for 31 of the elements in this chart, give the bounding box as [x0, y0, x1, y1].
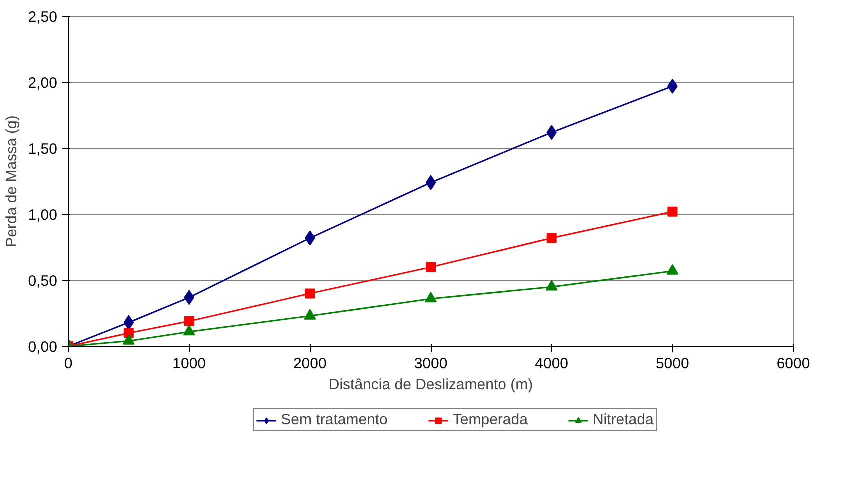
point [305, 288, 316, 299]
x-tick-label: 2000 [293, 356, 327, 372]
point [546, 233, 557, 244]
legend-label: Sem tratamento [281, 412, 388, 428]
x-tick-label: 4000 [535, 356, 569, 372]
x-tick-label: 0 [64, 356, 73, 372]
x-axis-title: Distância de Deslizamento (m) [328, 376, 534, 394]
point [666, 264, 679, 275]
point [184, 316, 194, 326]
y-tick-label: 0,00 [28, 339, 58, 356]
point [124, 315, 134, 330]
y-tick-label: 2,50 [28, 9, 58, 26]
x-tick-label: 6000 [776, 356, 810, 372]
legend-label: Temperada [452, 412, 528, 428]
y-axis-title: Perda de Massa (g) [3, 116, 20, 248]
x-tick-label: 1000 [172, 356, 206, 372]
point [425, 292, 437, 303]
y-tick-label: 1,00 [28, 207, 58, 224]
x-tick-label: 5000 [656, 356, 690, 372]
point [546, 280, 558, 291]
point [183, 325, 196, 336]
point [122, 334, 135, 345]
x-tick-label: 3000 [414, 356, 448, 372]
point [668, 206, 678, 217]
legend-label: Nitretada [592, 412, 654, 428]
point [426, 175, 436, 190]
y-tick-label: 2,00 [28, 75, 58, 92]
point [426, 262, 436, 272]
point [304, 309, 316, 320]
y-tick-label: 1,50 [28, 141, 58, 158]
y-tick-label: 0,50 [28, 273, 58, 290]
